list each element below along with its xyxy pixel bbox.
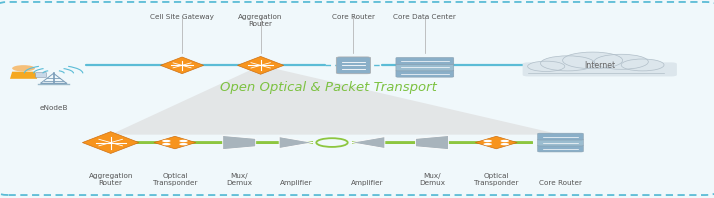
Circle shape — [594, 54, 648, 69]
FancyBboxPatch shape — [396, 64, 454, 71]
Text: Core Router: Core Router — [332, 14, 375, 20]
Text: Mux/
Demux: Mux/ Demux — [226, 173, 252, 186]
FancyBboxPatch shape — [396, 57, 454, 65]
FancyBboxPatch shape — [336, 57, 371, 74]
Polygon shape — [351, 137, 385, 148]
Circle shape — [162, 143, 171, 145]
Polygon shape — [82, 132, 139, 153]
Circle shape — [563, 52, 623, 69]
FancyBboxPatch shape — [523, 62, 677, 76]
Text: Aggregation
Router: Aggregation Router — [89, 173, 133, 186]
Polygon shape — [416, 135, 448, 150]
Polygon shape — [238, 56, 283, 74]
FancyBboxPatch shape — [538, 145, 583, 152]
Circle shape — [179, 143, 188, 145]
Text: Amplifier: Amplifier — [351, 180, 384, 186]
Polygon shape — [223, 135, 256, 150]
Circle shape — [12, 65, 35, 71]
Circle shape — [528, 61, 565, 71]
Circle shape — [179, 140, 188, 142]
Circle shape — [162, 140, 171, 142]
Text: Core Data Center: Core Data Center — [393, 14, 456, 20]
Circle shape — [501, 140, 509, 142]
FancyBboxPatch shape — [538, 139, 583, 146]
FancyBboxPatch shape — [396, 70, 454, 77]
Text: eNodeB: eNodeB — [39, 105, 68, 111]
FancyBboxPatch shape — [36, 73, 46, 77]
Circle shape — [316, 138, 348, 147]
Text: Open Optical & Packet Transport: Open Optical & Packet Transport — [220, 81, 437, 94]
Text: Mux/
Demux: Mux/ Demux — [419, 173, 445, 186]
Text: Internet: Internet — [584, 61, 615, 70]
Polygon shape — [279, 137, 313, 148]
Polygon shape — [10, 72, 37, 79]
Circle shape — [483, 140, 492, 142]
Polygon shape — [476, 136, 517, 149]
Text: Optical
Transponder: Optical Transponder — [474, 173, 518, 186]
Circle shape — [540, 56, 595, 71]
Circle shape — [621, 59, 664, 71]
Polygon shape — [111, 65, 560, 135]
Polygon shape — [154, 136, 196, 149]
Circle shape — [501, 143, 509, 145]
FancyBboxPatch shape — [538, 133, 583, 140]
Text: Amplifier: Amplifier — [280, 180, 313, 186]
Polygon shape — [161, 57, 203, 74]
Text: Optical
Transponder: Optical Transponder — [153, 173, 197, 186]
Text: Cell Site Gateway: Cell Site Gateway — [150, 14, 214, 20]
FancyBboxPatch shape — [0, 2, 714, 195]
Circle shape — [483, 143, 492, 145]
Text: Aggregation
Router: Aggregation Router — [238, 14, 283, 27]
Text: Core Router: Core Router — [539, 180, 582, 186]
